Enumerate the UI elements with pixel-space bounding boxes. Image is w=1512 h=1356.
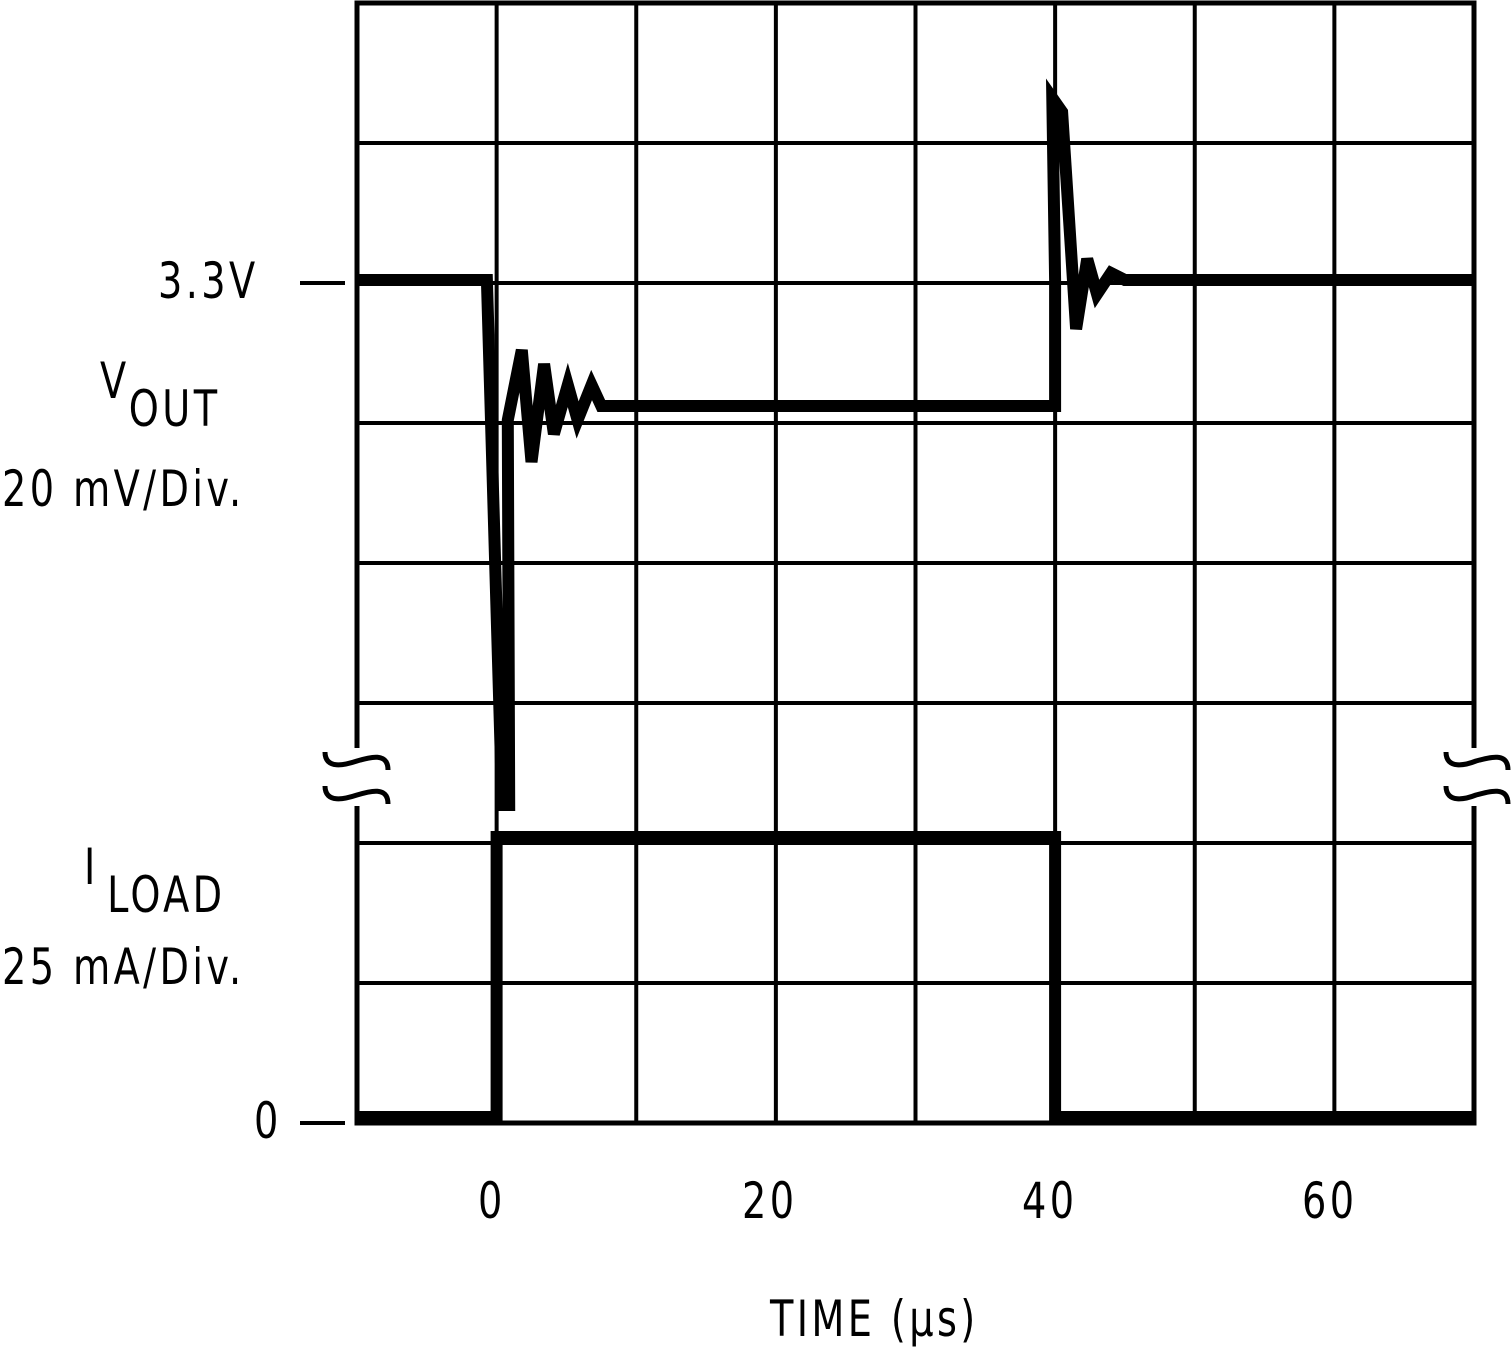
iload-label-sub: LOAD [107,866,226,924]
x-axis-title: TIME (μs) [770,1290,979,1348]
vout-trace [357,78,1474,811]
axis-break-right-icon [1442,748,1512,806]
vout-label: VOUT [100,352,220,438]
iload-trace [357,831,1474,1123]
plot-border [354,0,1477,1126]
x-tick-0: 0 [478,1172,506,1230]
vout-label-main: V [100,352,129,410]
iload-scale-label: 25 mA/Div. [2,938,245,996]
vout-label-sub: OUT [128,380,221,438]
grid [357,3,1474,1123]
x-tick-20: 20 [742,1172,798,1230]
iload-label: I LOAD [84,838,225,924]
iload-ref-label: 0 [254,1092,282,1150]
axis-break-left-icon [320,748,392,806]
x-tick-40: 40 [1022,1172,1078,1230]
vout-scale-label: 20 mV/Div. [2,460,245,518]
iload-label-main: I [84,838,99,896]
vout-ref-label: 3.3V [158,252,259,310]
x-tick-60: 60 [1302,1172,1358,1230]
